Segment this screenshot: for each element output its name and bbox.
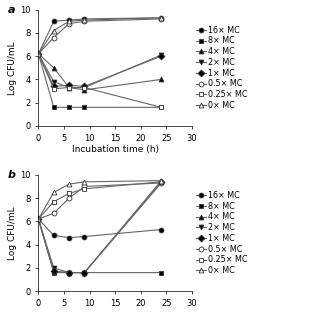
Legend: 16× MC, 8× MC, 4× MC, 2× MC, 1× MC, 0.5× MC, 0.25× MC, 0× MC: 16× MC, 8× MC, 4× MC, 2× MC, 1× MC, 0.5×… bbox=[195, 25, 248, 111]
Text: a: a bbox=[8, 5, 15, 15]
Legend: 16× MC, 8× MC, 4× MC, 2× MC, 1× MC, 0.5× MC, 0.25× MC, 0× MC: 16× MC, 8× MC, 4× MC, 2× MC, 1× MC, 0.5×… bbox=[195, 190, 248, 276]
Y-axis label: Log CFU/mL: Log CFU/mL bbox=[9, 41, 18, 95]
Y-axis label: Log CFU/mL: Log CFU/mL bbox=[9, 206, 18, 260]
X-axis label: Incubation time (h): Incubation time (h) bbox=[72, 145, 159, 154]
Text: b: b bbox=[8, 170, 16, 180]
